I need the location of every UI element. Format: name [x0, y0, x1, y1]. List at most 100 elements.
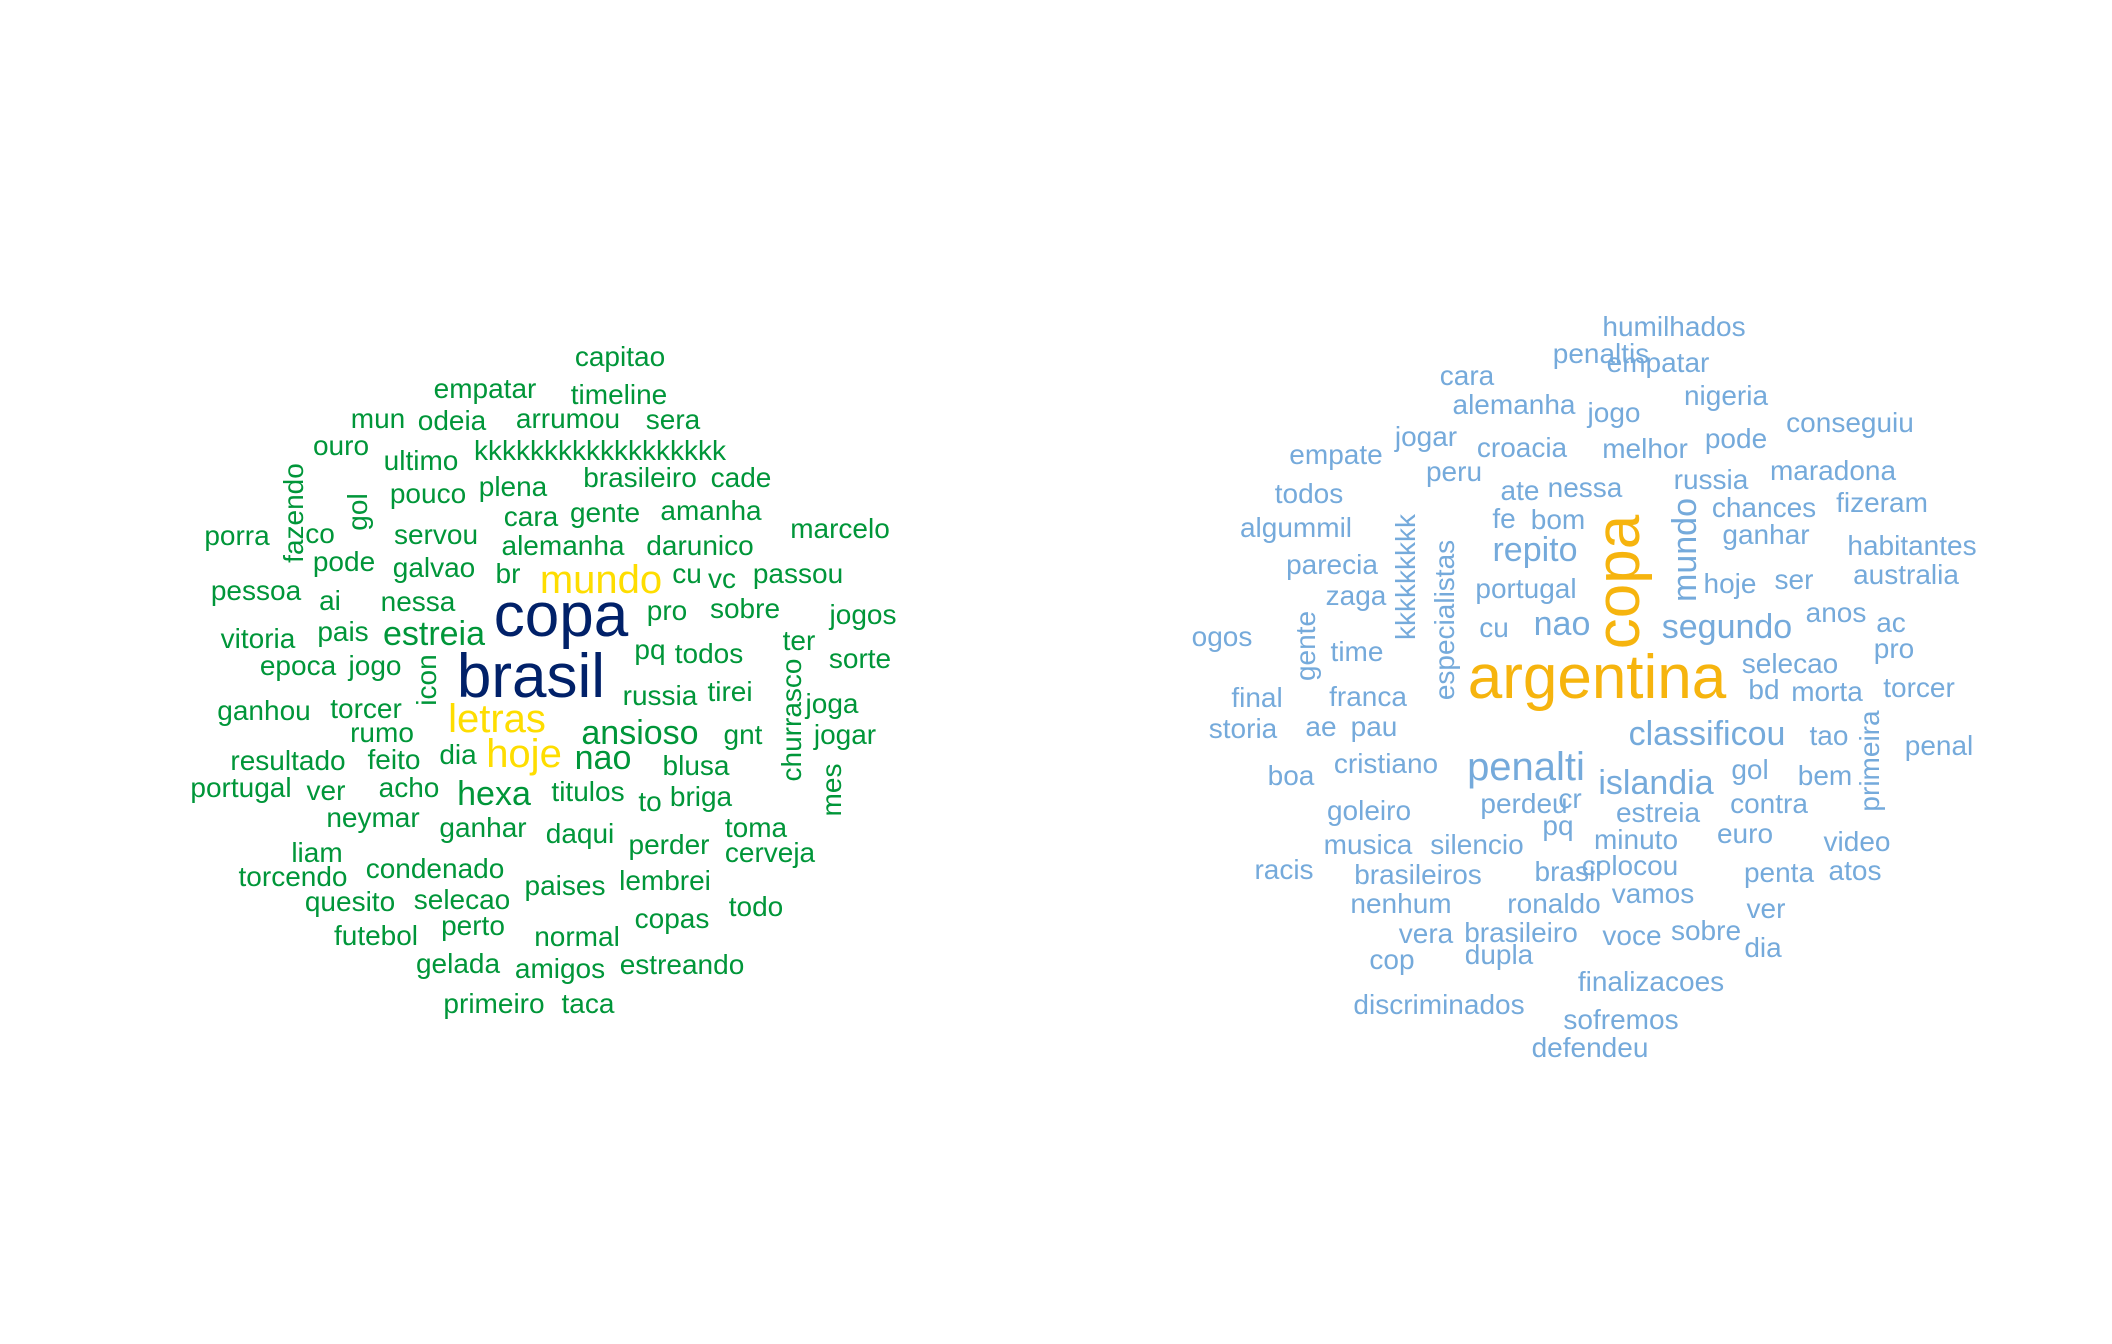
word-left-hoje: hoje: [486, 732, 562, 776]
word-right-australia: australia: [1853, 559, 1959, 590]
word-right-cr: cr: [1558, 783, 1582, 814]
word-right-discriminados: discriminados: [1353, 989, 1525, 1020]
word-left-to: to: [638, 786, 662, 817]
word-right-ronaldo: ronaldo: [1507, 888, 1601, 919]
word-left-gelada: gelada: [415, 948, 501, 979]
word-right-ae: ae: [1305, 711, 1337, 742]
word-left-perder: perder: [628, 829, 710, 860]
word-right-brasileiro: brasileiro: [1464, 917, 1578, 948]
word-left-todo: todo: [728, 891, 784, 922]
word-left-taca: taca: [561, 988, 615, 1019]
word-right-nao: nao: [1533, 605, 1591, 643]
word-right-hoje: hoje: [1703, 568, 1757, 599]
word-right-silencio: silencio: [1430, 829, 1524, 860]
word-left-primeiro: primeiro: [443, 988, 545, 1019]
word-right-cop: cop: [1369, 944, 1415, 975]
word-right-russia: russia: [1673, 464, 1749, 495]
word-left-cerveja: cerveja: [724, 837, 816, 868]
word-left-empatar: empatar: [433, 373, 537, 404]
word-right-dia: dia: [1744, 932, 1782, 963]
word-left-todos: todos: [674, 638, 744, 669]
word-right-vamos: vamos: [1611, 878, 1695, 909]
word-right-portugal: portugal: [1475, 573, 1577, 604]
word-left-arrumou: arrumou: [515, 403, 621, 434]
word-right-vera: vera: [1398, 918, 1454, 949]
word-left-passou: passou: [752, 558, 844, 589]
word-left-feito: feito: [367, 744, 421, 775]
word-left-nessa: nessa: [380, 586, 456, 617]
word-right-storia: storia: [1208, 713, 1278, 744]
word-right-minuto: minuto: [1593, 824, 1679, 855]
word-right-finalizacoes: finalizacoes: [1577, 966, 1725, 997]
word-right-bom: bom: [1530, 504, 1586, 535]
word-right-fe: fe: [1492, 503, 1516, 534]
word-left-galvao: galvao: [392, 552, 476, 583]
word-left-ansioso: ansioso: [581, 714, 699, 752]
word-right-sofremos: sofremos: [1563, 1004, 1679, 1035]
word-right-goleiro: goleiro: [1326, 795, 1412, 826]
word-right-cu: cu: [1479, 612, 1509, 643]
word-right-ver: ver: [1746, 893, 1786, 924]
word-left-joga: joga: [805, 688, 859, 719]
word-right-repito: repito: [1492, 531, 1578, 569]
word-right-todos: todos: [1274, 478, 1344, 509]
word-left-torcer: torcer: [330, 693, 402, 724]
word-right-dupla: dupla: [1464, 939, 1534, 970]
word-cloud-brasil: capitao empatar timeline mun odeia arrumou ser…: [190, 341, 896, 1019]
word-right-maradona: maradona: [1769, 455, 1897, 486]
word-right-algummil: algummil: [1239, 512, 1353, 543]
word-right-gente: gente: [1290, 610, 1321, 682]
word-right-copa: copa: [1584, 514, 1653, 650]
word-left-daqui: daqui: [545, 818, 615, 849]
word-right-defendeu: defendeu: [1531, 1032, 1649, 1063]
word-right-argentina: argentina: [1467, 643, 1727, 712]
word-left-darunico: darunico: [646, 530, 754, 561]
word-right-pro: pro: [1873, 633, 1915, 664]
word-left-rumo: rumo: [350, 717, 414, 748]
word-left-pq: pq: [634, 634, 666, 665]
word-left-alemanha: alemanha: [501, 530, 625, 561]
word-left-torcendo: torcendo: [238, 861, 348, 892]
word-left-cara: cara: [503, 501, 559, 532]
word-right-cara: cara: [1439, 360, 1495, 391]
word-left-hexa: hexa: [457, 775, 531, 813]
word-left-sorte: sorte: [828, 643, 892, 674]
word-left-marcelo: marcelo: [790, 513, 890, 544]
word-right-conseguiu: conseguiu: [1786, 407, 1914, 438]
word-left-selecao: selecao: [413, 884, 511, 915]
word-left-futebol: futebol: [333, 920, 419, 951]
word-left-acho: acho: [378, 772, 440, 803]
word-left-vc: vc: [708, 563, 736, 594]
word-left-ai: ai: [319, 585, 341, 616]
word-cloud-argentina: humilhados penaltis empatar cara nigeria alem…: [1056, 0, 2112, 1344]
word-right-penta: penta: [1743, 857, 1815, 888]
word-right-bd: bd: [1748, 674, 1780, 705]
word-right-ac: ac: [1876, 607, 1906, 638]
word-right-colocou: colocou: [1581, 850, 1679, 881]
word-left-ultimo: ultimo: [383, 445, 459, 476]
word-left-sera: sera: [645, 404, 701, 435]
word-left-co: co: [305, 518, 335, 549]
word-right-pode: pode: [1704, 423, 1768, 454]
word-left-gol: gol: [342, 493, 373, 531]
word-left-cu: cu: [672, 558, 702, 589]
word-right-brasileiros: brasileiros: [1354, 859, 1482, 890]
word-right-estreia: estreia: [1615, 797, 1701, 828]
word-right-voce: voce: [1602, 920, 1662, 951]
word-left-titulos: titulos: [551, 776, 625, 807]
word-right-jogar: jogar: [1394, 421, 1458, 452]
word-right-penaltis: penaltis: [1552, 338, 1650, 369]
word-left-estreando: estreando: [619, 949, 745, 980]
word-left-cade: cade: [710, 462, 772, 493]
word-left-letras: letras: [448, 697, 546, 741]
word-left-capitao: capitao: [574, 341, 666, 372]
word-left-mes: mes: [816, 763, 847, 817]
word-left-pessoa: pessoa: [210, 575, 302, 606]
word-left-quesito: quesito: [304, 886, 396, 917]
word-left-gnt: gnt: [723, 719, 763, 750]
word-left-lembrei: lembrei: [619, 865, 711, 896]
word-left-portugal: portugal: [190, 772, 292, 803]
word-right-nessa: nessa: [1547, 472, 1623, 503]
word-right-video: video: [1823, 826, 1891, 857]
word-right-final: final: [1231, 682, 1283, 713]
